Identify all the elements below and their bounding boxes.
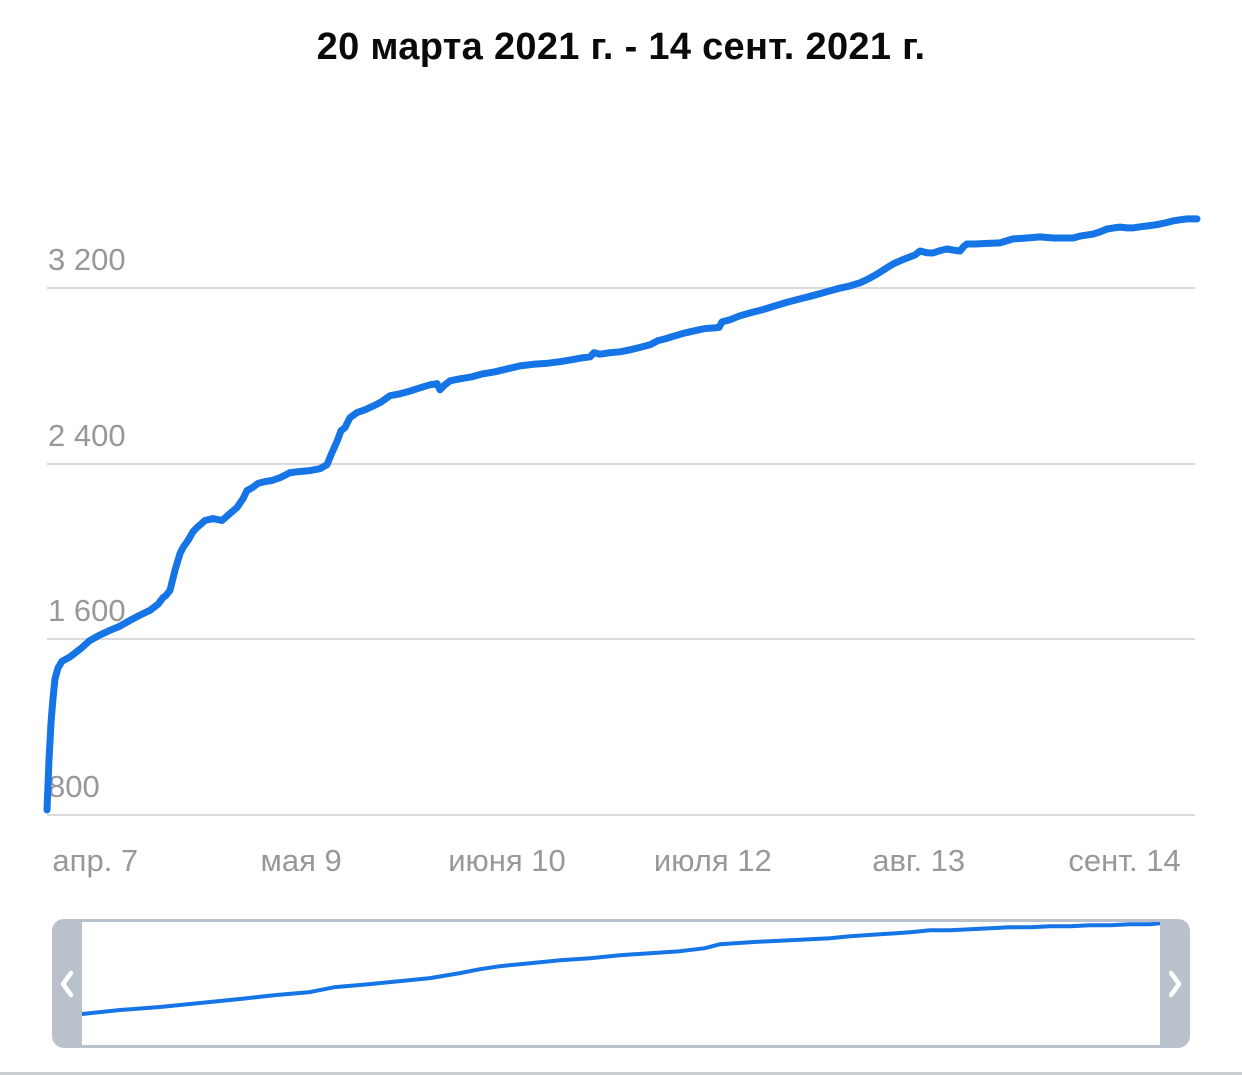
page-title: 20 марта 2021 г. - 14 сент. 2021 г. [316, 26, 926, 68]
scrubber-left-handle[interactable] [52, 919, 82, 1048]
chevron-right-icon [1168, 970, 1182, 997]
overview-chart [82, 922, 1160, 1016]
x-tick-label: июня 10 [448, 843, 566, 878]
gridline [47, 286, 1195, 289]
y-tick-label: 800 [48, 769, 100, 804]
x-tick-label: мая 9 [260, 843, 342, 878]
gridline [47, 638, 1195, 641]
data-series-line [43, 215, 1201, 814]
bottom-divider [0, 1072, 1242, 1075]
x-tick-label: апр. 7 [52, 843, 139, 878]
y-tick-label: 3 200 [48, 241, 126, 277]
overview-series-line [82, 922, 1160, 1016]
y-tick-label: 2 400 [48, 417, 126, 453]
x-tick-label: сент. 14 [1068, 843, 1181, 878]
x-tick-label: июля 12 [653, 843, 772, 878]
x-tick-label: авг. 13 [872, 843, 966, 878]
gridline [47, 462, 1195, 465]
y-tick-label: 1 600 [48, 593, 126, 629]
scrubber-overview-area[interactable] [82, 922, 1160, 1045]
chevron-left-icon [60, 970, 74, 997]
scrubber-right-handle[interactable] [1160, 919, 1190, 1048]
gridline [47, 814, 1195, 816]
range-scrubber[interactable] [52, 919, 1190, 1048]
